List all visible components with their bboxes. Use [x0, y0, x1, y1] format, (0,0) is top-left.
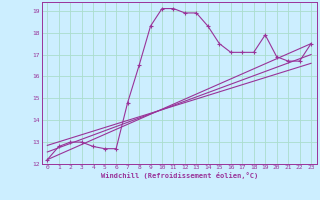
X-axis label: Windchill (Refroidissement éolien,°C): Windchill (Refroidissement éolien,°C): [100, 172, 258, 179]
